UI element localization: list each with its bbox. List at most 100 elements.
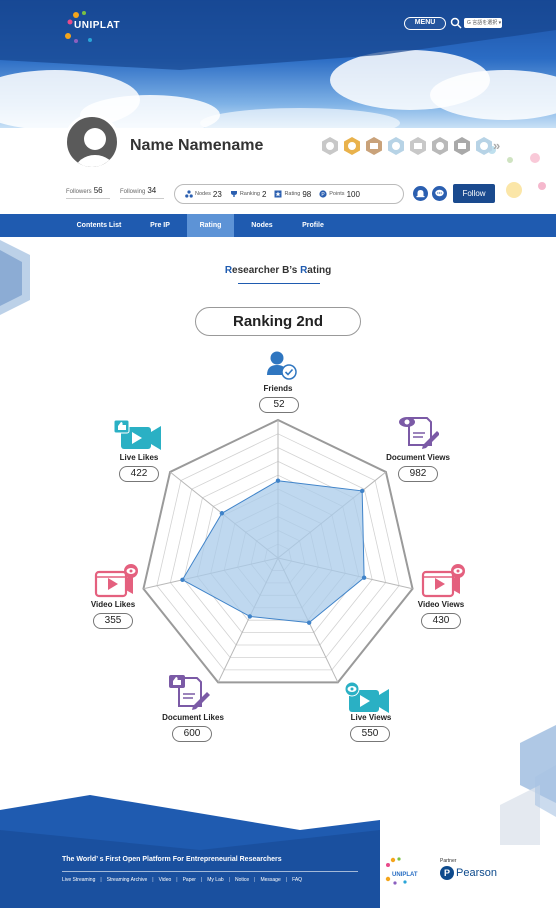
video-views-label: Video Views (417, 600, 465, 609)
radar-point (219, 511, 225, 516)
tab-bar (0, 214, 556, 237)
badge-icon[interactable] (474, 136, 494, 156)
footer-links: Live Streaming | Streaming Archive | Video… (62, 877, 303, 883)
document-likes-icon (169, 675, 210, 710)
partner-name[interactable]: Pearson (456, 867, 497, 879)
live-likes-value: 422 (119, 466, 159, 482)
followers-label: Followers (66, 189, 92, 195)
radar-point (275, 478, 281, 483)
live-views-value: 550 (350, 726, 390, 742)
tab-profile[interactable]: Profile (302, 222, 324, 229)
footer-divider (62, 871, 358, 872)
following-value: 34 (147, 186, 157, 195)
search-icon[interactable] (450, 17, 462, 29)
cloud-decoration (430, 70, 556, 120)
badge-icon[interactable] (342, 136, 362, 156)
tab-rating[interactable]: Rating (187, 214, 234, 237)
live-views-icon (344, 681, 389, 713)
live-likes-icon (113, 419, 161, 450)
footer-link[interactable]: My Lab (207, 877, 224, 883)
friends-label: Friends (263, 384, 293, 393)
footer-link[interactable]: Video (158, 877, 172, 883)
avatar[interactable] (64, 114, 120, 170)
message-button[interactable] (432, 186, 447, 201)
footer-link[interactable]: Live Streaming (62, 877, 96, 883)
radar-series-area (181, 480, 365, 624)
badge-icon[interactable] (408, 136, 428, 156)
footer-link[interactable]: Streaming Archive (106, 877, 148, 883)
radar-point (247, 614, 253, 619)
title-underline (238, 283, 320, 284)
svg-text:P: P (322, 192, 326, 198)
followers-count[interactable]: Followers 56 (66, 186, 110, 199)
uniplat-logo[interactable] (62, 10, 122, 44)
footer-logo-text: UNIPLAT (392, 872, 418, 878)
footer-link[interactable]: Notice (234, 877, 250, 883)
decoration-hexagon (0, 240, 30, 315)
cloud-decoration (200, 108, 400, 130)
ranking-badge: Ranking 2nd (195, 307, 361, 336)
radar-grid-ring (142, 418, 414, 684)
tab-contents-list[interactable]: Contents List (76, 222, 122, 229)
document-views-value: 982 (398, 466, 438, 482)
points-icon: P (319, 190, 327, 198)
profile-name: Name Namename (130, 137, 264, 154)
video-likes-label: Video Likes (90, 600, 136, 609)
tab-pre-ip[interactable]: Pre IP (150, 222, 170, 229)
tab-nodes[interactable]: Nodes (251, 222, 273, 229)
radar-grid-ring (169, 447, 387, 658)
notification-button[interactable] (413, 186, 428, 201)
footer-link[interactable]: FAQ (292, 877, 303, 883)
menu-button[interactable]: MENU (404, 17, 446, 30)
section-title: Researcher B’s Rating (224, 265, 332, 276)
video-views-value: 430 (421, 613, 461, 629)
chat-icon (435, 189, 444, 197)
bell-icon (416, 190, 425, 198)
footer-background (0, 795, 556, 908)
radar-grid-ring (156, 433, 400, 671)
badge-icon[interactable] (452, 136, 472, 156)
stat-points: P Points 100 (319, 190, 360, 199)
document-likes-value: 600 (172, 726, 212, 742)
badges-more-button[interactable]: » (493, 138, 501, 153)
friends-value: 52 (259, 397, 299, 413)
video-views-icon (421, 564, 465, 598)
document-views-label: Document Views (386, 453, 450, 462)
nodes-icon (185, 190, 193, 198)
stat-rating: Rating 98 (274, 190, 311, 199)
stat-ranking: Ranking 2 (230, 190, 266, 199)
followers-value: 56 (93, 186, 103, 195)
radar-point (180, 577, 185, 583)
pearson-logo: P (440, 866, 454, 880)
footer-link[interactable]: Paper (182, 877, 196, 883)
following-label: Following (120, 189, 146, 195)
follow-button[interactable]: Follow (453, 184, 495, 203)
badge-icon[interactable] (320, 136, 340, 156)
document-likes-label: Document Likes (162, 713, 224, 722)
live-views-label: Live Views (350, 713, 392, 722)
live-likes-label: Live Likes (119, 453, 159, 462)
trophy-icon (230, 191, 237, 197)
logo-text: UNIPLAT (74, 20, 121, 31)
friends-icon (267, 351, 297, 380)
stats-bar: Nodes 23 Ranking 2 Rating 98 P Points 100 (174, 184, 404, 204)
badge-icon[interactable] (364, 136, 384, 156)
footer-logo-icon (385, 857, 407, 885)
badge-icon[interactable] (430, 136, 450, 156)
footer-tagline: The World’ s First Open Platform For Ent… (62, 856, 282, 863)
video-likes-value: 355 (93, 613, 133, 629)
stat-nodes: Nodes 23 (185, 190, 222, 199)
badge-icon[interactable] (386, 136, 406, 156)
video-likes-icon (94, 564, 138, 598)
footer-link[interactable]: Message (260, 877, 281, 883)
star-icon (274, 190, 282, 198)
language-select[interactable]: G 言語を選択 ▾ (464, 18, 502, 28)
badge-list (320, 136, 494, 156)
radar-point (361, 575, 367, 580)
radar-point (359, 488, 365, 494)
partner-label: Partner (440, 858, 457, 864)
following-count[interactable]: Following 34 (120, 186, 164, 199)
decoration-hexagon (500, 725, 556, 845)
document-views-icon (399, 417, 439, 449)
